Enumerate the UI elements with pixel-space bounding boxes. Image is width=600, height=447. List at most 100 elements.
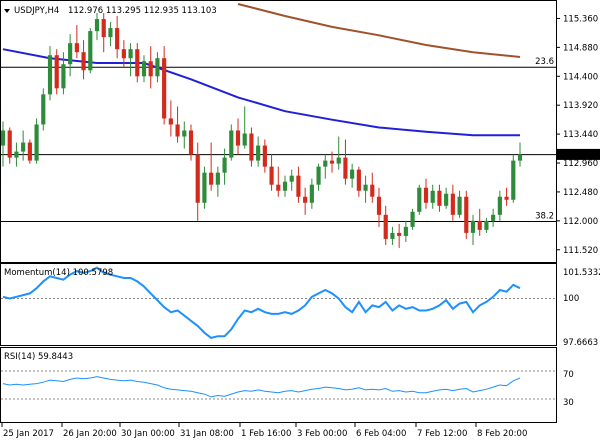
time-tick-label: 1 Feb 16:00 bbox=[241, 429, 291, 439]
time-tick-label: 30 Jan 00:00 bbox=[121, 429, 175, 439]
price-axis: 115.360 114.880 114.400 113.920 113.440 112.9… bbox=[556, 14, 598, 256]
candle-body bbox=[27, 142, 32, 161]
candle bbox=[497, 190, 502, 221]
candle bbox=[470, 214, 476, 245]
candle-body bbox=[363, 184, 368, 191]
candle-body bbox=[316, 166, 321, 185]
candle bbox=[21, 130, 26, 161]
candle-body bbox=[430, 190, 435, 203]
candle-body bbox=[329, 160, 335, 164]
candle bbox=[309, 178, 314, 209]
candle-body bbox=[497, 196, 502, 215]
candle bbox=[94, 13, 100, 41]
candle-body bbox=[162, 58, 167, 119]
candle-body bbox=[14, 151, 19, 158]
candle bbox=[269, 154, 274, 191]
price-tick-label: 114.880 bbox=[563, 43, 598, 53]
candle bbox=[437, 184, 442, 212]
candle-body bbox=[517, 154, 523, 161]
candle bbox=[417, 184, 422, 215]
candle-body bbox=[202, 172, 207, 203]
candle bbox=[155, 52, 160, 83]
candle bbox=[202, 166, 207, 209]
candle-body bbox=[457, 196, 462, 215]
candle bbox=[336, 136, 341, 170]
rsi-axis: 70 30 bbox=[563, 370, 574, 408]
candle-body bbox=[41, 94, 46, 125]
candle-body bbox=[148, 61, 153, 77]
candle bbox=[7, 127, 12, 164]
candle-body bbox=[484, 220, 489, 230]
candle-body bbox=[370, 184, 375, 197]
candle bbox=[27, 139, 32, 164]
candle-body bbox=[336, 157, 341, 164]
candle-body bbox=[350, 169, 355, 179]
candle bbox=[256, 136, 261, 167]
candle-body bbox=[403, 226, 408, 236]
momentum-axis: 101.5332 100 97.6663 bbox=[563, 268, 600, 348]
candle bbox=[303, 187, 308, 215]
candle-body bbox=[242, 133, 247, 146]
candle-body bbox=[135, 49, 140, 77]
candle bbox=[464, 190, 469, 239]
candle-body bbox=[74, 43, 79, 53]
candle bbox=[390, 226, 395, 245]
candle bbox=[450, 184, 455, 221]
momentum-tick-label: 101.5332 bbox=[563, 268, 600, 278]
candle bbox=[329, 151, 335, 173]
candle-body bbox=[269, 166, 274, 185]
time-tick-label: 6 Feb 04:00 bbox=[356, 429, 406, 439]
price-tick-label: 113.440 bbox=[563, 130, 598, 140]
candle bbox=[316, 163, 321, 191]
momentum-panel-frame bbox=[0, 263, 557, 346]
last-price-value: 113.103 bbox=[560, 150, 595, 160]
candle bbox=[430, 184, 435, 209]
candle-body bbox=[282, 181, 288, 191]
candle bbox=[148, 46, 153, 89]
candle-body bbox=[356, 169, 361, 191]
candle bbox=[511, 154, 516, 203]
candle-body bbox=[115, 28, 120, 50]
price-tick-label: 113.920 bbox=[563, 101, 598, 111]
candle-body bbox=[256, 145, 261, 161]
candle-body bbox=[511, 160, 516, 200]
candle-body bbox=[303, 196, 308, 203]
candle bbox=[108, 22, 113, 47]
fib-level-label: 23.6 bbox=[535, 57, 554, 67]
candle bbox=[168, 100, 173, 137]
candle-body bbox=[376, 196, 382, 215]
candle bbox=[249, 127, 254, 167]
rsi-panel bbox=[1, 370, 556, 400]
candle bbox=[74, 25, 79, 59]
candle-body bbox=[464, 196, 469, 233]
candle-body bbox=[182, 130, 187, 137]
candle bbox=[343, 139, 348, 185]
candle bbox=[215, 166, 220, 197]
candle bbox=[128, 43, 133, 77]
candle-body bbox=[0, 130, 6, 146]
candle bbox=[121, 40, 126, 68]
candle bbox=[323, 154, 328, 179]
candle bbox=[491, 208, 496, 227]
candle bbox=[41, 88, 46, 131]
candle bbox=[54, 49, 59, 95]
candle-body bbox=[215, 172, 220, 185]
candle-body bbox=[81, 52, 86, 71]
candle bbox=[162, 46, 167, 125]
candle bbox=[397, 223, 402, 248]
candle bbox=[276, 166, 281, 197]
candle-body bbox=[47, 55, 53, 95]
last-price-tag: 113.103 bbox=[557, 148, 600, 160]
candle bbox=[0, 121, 6, 167]
candle bbox=[403, 220, 408, 242]
time-axis: 25 Jan 2017 26 Jan 20:00 30 Jan 00:00 31 Ja… bbox=[1, 423, 527, 439]
candle-body bbox=[168, 118, 173, 125]
candle bbox=[477, 208, 482, 236]
chart-header: USDJPY,H4 112.976 113.295 112.935 113.10… bbox=[4, 6, 217, 16]
price-tick-label: 112.960 bbox=[563, 159, 598, 169]
candle-body bbox=[34, 124, 39, 161]
price-tick-label: 114.400 bbox=[563, 72, 598, 82]
candle bbox=[363, 175, 368, 203]
